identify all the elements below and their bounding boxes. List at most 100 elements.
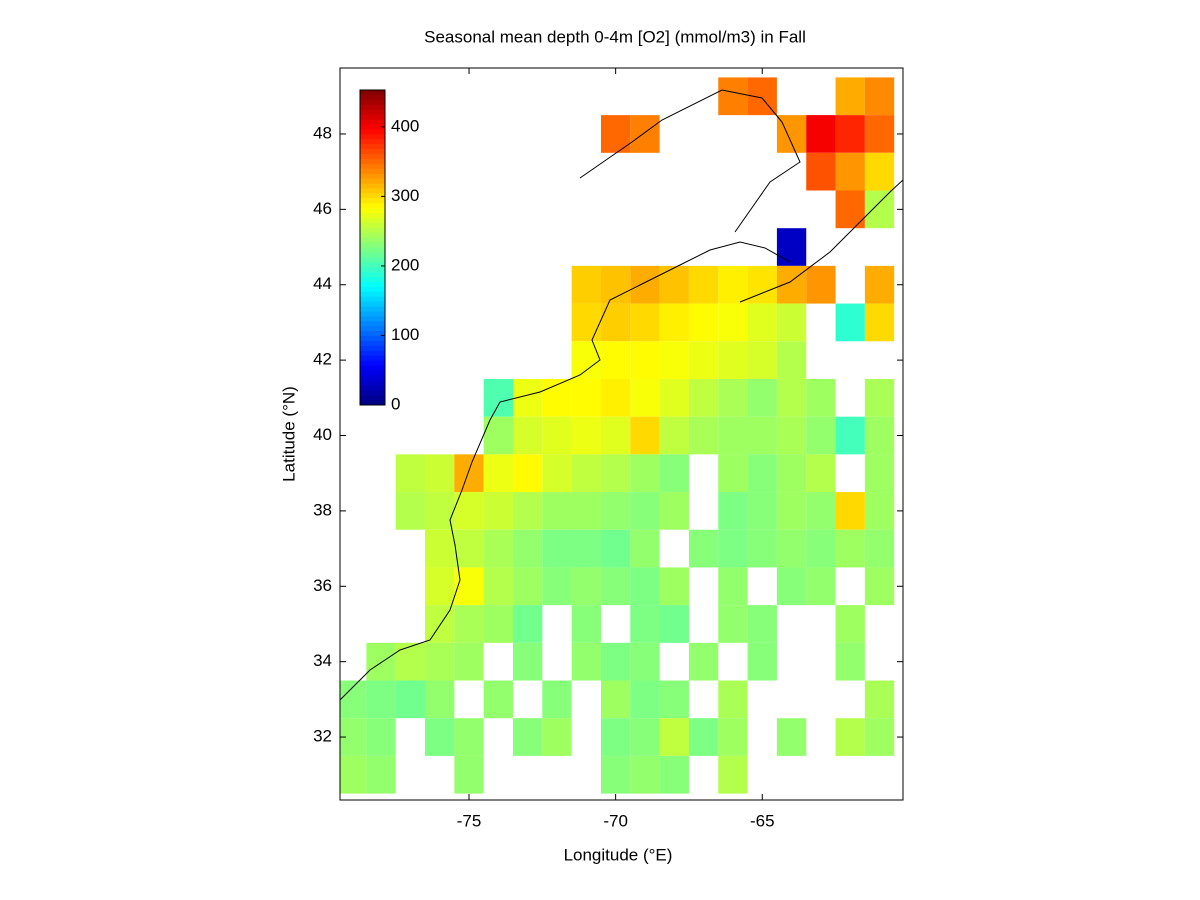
cell [747, 454, 777, 493]
cell [864, 680, 895, 719]
cell [864, 492, 895, 530]
colorbar-swatch [360, 301, 385, 308]
colorbar-swatch [360, 104, 385, 111]
colorbar-swatch [360, 158, 385, 165]
cell [571, 416, 601, 455]
cell [835, 152, 865, 191]
y-tick-label: 38 [313, 500, 332, 519]
cell [483, 605, 514, 643]
cell [542, 454, 572, 493]
cell [806, 115, 836, 153]
colorbar-swatch [360, 326, 385, 332]
colorbar-swatch [360, 94, 385, 101]
colorbar-swatch [360, 134, 385, 140]
x-tick-label: -70 [603, 811, 628, 830]
cell [630, 265, 660, 304]
x-tick-label: -65 [750, 811, 775, 830]
cell [630, 605, 660, 643]
cell [454, 529, 484, 568]
colorbar: 0 100 200 300 400 [359, 89, 419, 413]
cell [659, 567, 689, 606]
colorbar-swatch [360, 193, 385, 199]
cell [454, 605, 484, 643]
cell [659, 718, 689, 756]
cell [425, 718, 455, 756]
cell [483, 529, 514, 568]
cell [395, 492, 426, 530]
colorbar-swatch [360, 149, 385, 155]
chart-title: Seasonal mean depth 0-4m [O2] (mmol/m3) … [424, 27, 806, 46]
colorbar-swatch [360, 291, 385, 298]
cell [600, 115, 631, 153]
colorbar-swatch [360, 341, 385, 347]
colorbar-swatch [360, 257, 385, 263]
cell [395, 642, 426, 681]
colorbar-swatch [360, 390, 385, 396]
cell [600, 680, 631, 719]
cell [513, 567, 543, 606]
colorbar-tick-label: 100 [391, 325, 419, 344]
cell [776, 303, 807, 342]
coastline [340, 89, 903, 701]
cell [483, 492, 514, 530]
colorbar-swatch [360, 252, 385, 258]
cell [600, 642, 631, 681]
cell [600, 755, 631, 794]
colorbar-tick-label: 200 [391, 255, 419, 274]
x-axis-label: Longitude (°E) [564, 845, 673, 864]
cell [600, 378, 631, 417]
cell [835, 529, 865, 568]
cell [571, 492, 601, 530]
cell [659, 341, 689, 379]
cell [600, 529, 631, 568]
cell [630, 567, 660, 606]
colorbar-swatch [360, 350, 385, 357]
colorbar-swatch [360, 306, 385, 312]
cell [542, 529, 572, 568]
colorbar-swatch [360, 242, 385, 248]
cell [630, 341, 660, 379]
cell [747, 529, 777, 568]
cell [747, 378, 777, 417]
colorbar-tick-label: 400 [391, 116, 419, 135]
cell [747, 605, 777, 643]
colorbar-swatch [360, 173, 385, 180]
cell [542, 567, 572, 606]
cell [425, 529, 455, 568]
colorbar-swatch [360, 227, 385, 234]
cell [835, 605, 865, 643]
cell [776, 567, 807, 606]
cell [688, 341, 719, 379]
y-tick-label: 34 [313, 651, 332, 670]
cell [454, 642, 484, 681]
cell [776, 378, 807, 417]
colorbar-swatch [360, 183, 385, 189]
colorbar-swatch [360, 370, 385, 376]
cell [718, 378, 748, 417]
colorbar-swatch [360, 99, 385, 106]
cell [688, 265, 719, 304]
cell [688, 303, 719, 342]
y-tick-label: 32 [313, 727, 332, 746]
colorbar-swatch [360, 237, 385, 244]
colorbar-swatch [360, 272, 385, 278]
cell [747, 303, 777, 342]
cell [835, 718, 865, 756]
cell [776, 492, 807, 530]
colorbar-swatch [360, 286, 385, 293]
colorbar-swatch [360, 331, 385, 337]
cell [659, 265, 689, 304]
cell [806, 529, 836, 568]
cell [835, 492, 865, 530]
colorbar-swatch [360, 281, 385, 288]
colorbar-swatch [360, 267, 385, 273]
y-tick-label: 42 [313, 350, 332, 369]
cell [425, 642, 455, 681]
cell [571, 378, 601, 417]
cell [718, 492, 748, 530]
cell [718, 529, 748, 568]
y-axis-label: Latitude (°N) [279, 386, 298, 482]
cell [340, 680, 367, 719]
cell [864, 77, 895, 116]
y-tick-label: 40 [313, 425, 332, 444]
